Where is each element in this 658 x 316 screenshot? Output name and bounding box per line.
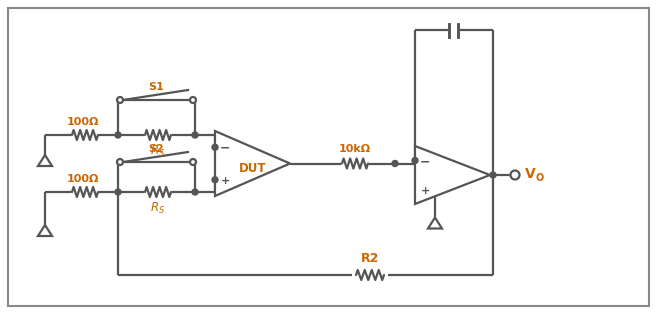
Text: $R_S$: $R_S$	[151, 201, 166, 216]
Circle shape	[212, 144, 218, 150]
Text: 100Ω: 100Ω	[67, 174, 99, 184]
Circle shape	[115, 132, 121, 138]
Text: −: −	[420, 155, 430, 168]
Circle shape	[511, 171, 520, 179]
Text: 100Ω: 100Ω	[67, 117, 99, 127]
Circle shape	[115, 189, 121, 195]
Circle shape	[490, 172, 496, 178]
Text: S1: S1	[149, 82, 164, 92]
Circle shape	[212, 177, 218, 183]
Text: +: +	[220, 176, 230, 186]
Circle shape	[117, 159, 123, 165]
Text: $R_S$: $R_S$	[151, 144, 166, 159]
Text: V: V	[525, 167, 536, 181]
Circle shape	[192, 132, 198, 138]
FancyBboxPatch shape	[8, 8, 649, 306]
Text: −: −	[220, 142, 230, 155]
Circle shape	[117, 97, 123, 103]
Circle shape	[190, 97, 196, 103]
Circle shape	[190, 159, 196, 165]
Text: 10kΩ: 10kΩ	[339, 144, 371, 155]
Circle shape	[392, 161, 398, 167]
Circle shape	[192, 189, 198, 195]
Text: R2: R2	[361, 252, 379, 265]
Polygon shape	[215, 131, 290, 196]
Text: S2: S2	[149, 144, 164, 154]
Text: DUT: DUT	[240, 162, 266, 175]
Text: +: +	[420, 185, 430, 196]
Text: O: O	[535, 173, 544, 183]
Circle shape	[412, 157, 418, 163]
Polygon shape	[415, 146, 490, 204]
